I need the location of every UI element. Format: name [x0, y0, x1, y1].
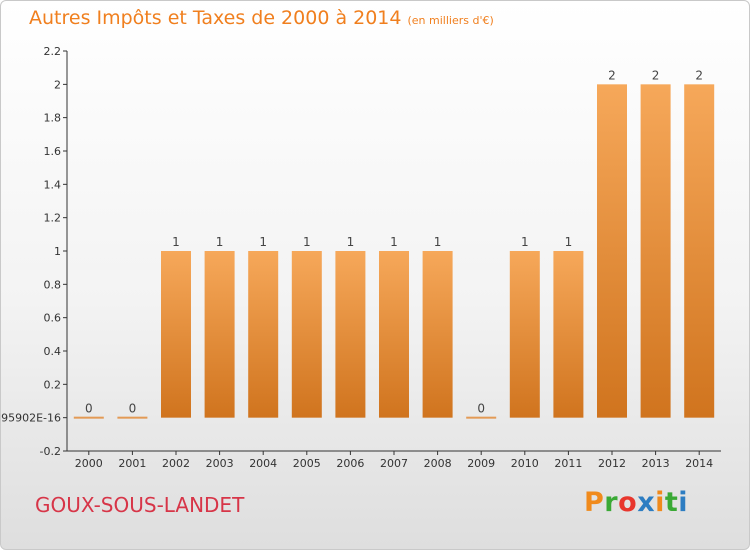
logo-letter: i — [655, 487, 665, 518]
y-tick-label: 1.2 — [44, 212, 62, 225]
chart-title: Autres Impôts et Taxes de 2000 à 2014 (en… — [29, 7, 494, 29]
logo-letter: o — [618, 487, 638, 518]
bar — [73, 416, 104, 419]
data-label: 1 — [259, 235, 267, 249]
y-tick-label: 0.8 — [44, 278, 62, 291]
data-label: 1 — [434, 235, 442, 249]
data-label: 1 — [216, 235, 224, 249]
proxiti-logo[interactable]: Proxiti — [584, 487, 688, 518]
x-tick-label: 2004 — [249, 457, 277, 470]
logo-letter: r — [604, 487, 619, 518]
y-tick-label: 0.4 — [44, 345, 62, 358]
logo-letter: t — [664, 487, 679, 518]
data-label: 2 — [695, 68, 703, 82]
x-tick-label: 2011 — [554, 457, 582, 470]
x-tick-label: 2013 — [642, 457, 670, 470]
bar — [335, 251, 366, 418]
commune-name: GOUX-SOUS-LANDET — [35, 493, 245, 517]
x-tick-label: 2010 — [511, 457, 539, 470]
bar — [422, 251, 453, 418]
bar — [553, 251, 584, 418]
x-tick-label: 2001 — [118, 457, 146, 470]
y-tick-label: 0.2 — [44, 378, 62, 391]
y-tick-label: 1.8 — [44, 112, 62, 125]
title-text: Autres Impôts et Taxes de 2000 à 2014 — [29, 7, 402, 29]
data-label: 1 — [303, 235, 311, 249]
x-tick-label: 2000 — [75, 457, 103, 470]
x-tick-label: 2002 — [162, 457, 190, 470]
data-label: 1 — [565, 235, 573, 249]
data-label: 1 — [172, 235, 180, 249]
logo-letter: P — [584, 487, 605, 518]
data-label: 1 — [521, 235, 529, 249]
bar — [379, 251, 409, 418]
logo-letter: i — [678, 487, 689, 518]
x-tick-label: 2009 — [467, 457, 495, 470]
y-tick-label: 0.6 — [44, 312, 62, 325]
y-tick-label: -0.2 — [40, 445, 61, 458]
data-label: 0 — [129, 402, 137, 416]
bar — [161, 251, 191, 418]
y-tick-label: -1.5265566588595902E-16 — [1, 412, 61, 425]
data-label: 0 — [477, 402, 485, 416]
chart-subtitle: (en milliers d'€) — [407, 14, 494, 27]
y-tick-label: 1 — [54, 245, 61, 258]
bar — [291, 251, 322, 418]
y-tick-label: 1.4 — [44, 178, 62, 191]
bar — [466, 416, 497, 419]
x-tick-label: 2008 — [424, 457, 452, 470]
bar — [640, 84, 671, 418]
logo-letter: x — [637, 487, 656, 518]
x-tick-label: 2007 — [380, 457, 408, 470]
data-label: 0 — [85, 402, 93, 416]
y-tick-label: 2 — [54, 78, 61, 91]
data-label: 1 — [347, 235, 355, 249]
bar — [117, 416, 148, 419]
x-tick-label: 2014 — [685, 457, 713, 470]
data-label: 2 — [608, 68, 616, 82]
bar — [597, 84, 627, 418]
data-label: 1 — [390, 235, 398, 249]
x-tick-label: 2003 — [206, 457, 234, 470]
x-tick-label: 2006 — [336, 457, 364, 470]
bar — [204, 251, 235, 418]
x-tick-label: 2005 — [293, 457, 321, 470]
bar — [248, 251, 279, 418]
y-tick-label: 1.6 — [44, 145, 62, 158]
data-label: 2 — [652, 68, 660, 82]
bar — [684, 84, 715, 418]
x-tick-label: 2012 — [598, 457, 626, 470]
y-tick-label: 2.2 — [44, 45, 62, 58]
bar — [509, 251, 540, 418]
